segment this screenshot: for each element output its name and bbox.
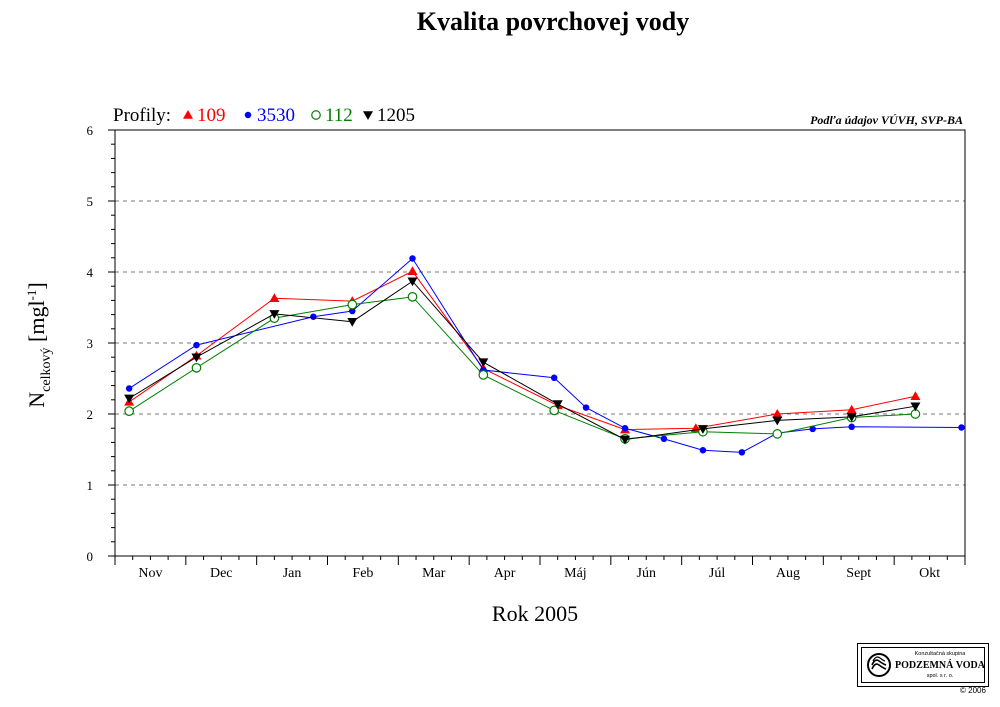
point-109-9 — [772, 409, 783, 418]
y-axis-label: Ncelkový [mgl-1] — [24, 282, 54, 407]
point-3530-11 — [738, 449, 746, 456]
logo-top-text: Konzultačná skupina — [914, 651, 966, 657]
y-axis-label-unit-open: [mgl — [24, 300, 49, 347]
point-109-2 — [269, 293, 280, 303]
y-tick-label-6: 6 — [87, 123, 94, 138]
point-3530-1 — [193, 341, 200, 349]
point-1205-0 — [124, 394, 135, 404]
legend-marker-112 — [311, 110, 321, 120]
x-tick-label-0: Nov — [138, 566, 162, 581]
point-1205-7 — [620, 435, 630, 445]
point-1205-8 — [697, 425, 708, 434]
legend-label-3530: 3530 — [257, 105, 295, 126]
y-tick-label-0: 0 — [87, 549, 94, 564]
y-tick-label-4: 4 — [87, 265, 94, 280]
point-3530-4 — [409, 255, 416, 262]
y-axis-label-unit-sup: -1 — [24, 290, 39, 301]
y-axis-label-sub: celkový — [39, 348, 54, 392]
y-tick-label-2: 2 — [87, 407, 94, 422]
point-3530-10 — [699, 446, 707, 454]
point-1205-10 — [846, 413, 857, 422]
x-tick-label-9: Aug — [776, 566, 800, 581]
swirl-logo-icon — [867, 653, 891, 677]
logo-frame: Konzultačná skupina PODZEMNÁ VODA spol. … — [861, 647, 985, 683]
legend-label-1205: 1205 — [377, 105, 415, 126]
point-3530-8 — [621, 424, 629, 432]
x-tick-label-11: Okt — [919, 566, 940, 581]
source-note: Podľa údajov VÚVH, SVP-BA — [810, 113, 963, 127]
point-109-4 — [407, 266, 418, 276]
point-1205-6 — [552, 400, 563, 410]
point-3530-2 — [310, 313, 317, 320]
x-tick-label-6: Máj — [564, 566, 587, 581]
x-tick-label-1: Dec — [210, 566, 233, 581]
series-line-109 — [128, 270, 916, 431]
company-logo: Konzultačná skupina PODZEMNÁ VODA spol. … — [857, 643, 989, 687]
legend-marker-1205 — [363, 111, 373, 120]
y-axis: 0 1 2 3 4 5 6 — [87, 123, 115, 564]
logo-sub-text: spol. s r. o. — [926, 673, 954, 679]
series-line-1205 — [128, 280, 916, 441]
x-tick-label-3: Feb — [352, 566, 373, 581]
series-109 — [124, 266, 921, 434]
point-112-5 — [478, 370, 489, 380]
point-3530-15 — [958, 424, 965, 431]
chart-title: Kvalita povrchovej vody — [417, 7, 690, 36]
y-tick-label-1: 1 — [87, 478, 94, 493]
x-tick-label-10: Sept — [846, 566, 871, 581]
legend-marker-109 — [183, 110, 193, 119]
point-112-6 — [549, 405, 560, 416]
y-axis-label-main: N — [24, 392, 49, 408]
y-tick-label-3: 3 — [87, 336, 94, 351]
point-3530-3 — [349, 307, 356, 315]
point-1205-2 — [269, 310, 280, 319]
series-3530 — [125, 255, 965, 456]
legend-label-109: 109 — [197, 105, 226, 126]
point-3530-9 — [660, 435, 668, 443]
point-3530-0 — [125, 385, 133, 392]
y-tick-label-5: 5 — [87, 194, 94, 209]
legend-marker-3530 — [244, 111, 252, 119]
x-tick-label-2: Jan — [283, 566, 302, 581]
x-axis-title: Rok 2005 — [492, 601, 578, 626]
point-112-4 — [407, 292, 418, 302]
point-112-1 — [191, 363, 202, 373]
legend: Profily: 109 3530 112 1205 — [113, 105, 415, 126]
point-112-3 — [347, 299, 358, 310]
series-layer — [124, 255, 965, 456]
point-1205-9 — [772, 416, 783, 426]
series-line-3530 — [128, 257, 962, 453]
legend-prefix: Profily: — [113, 105, 171, 126]
series-112 — [124, 292, 921, 444]
point-112-9 — [772, 429, 783, 439]
series-1205 — [124, 277, 921, 445]
point-3530-14 — [848, 423, 855, 431]
copyright: © 2006 — [960, 686, 986, 695]
x-tick-label-5: Apr — [494, 566, 516, 581]
point-112-0 — [124, 406, 135, 417]
x-tick-label-8: Júl — [709, 566, 725, 581]
point-1205-4 — [407, 277, 418, 287]
gridlines — [115, 200, 965, 486]
point-109-11 — [910, 391, 921, 400]
y-axis-label-unit-close: ] — [24, 282, 49, 289]
point-3530-13 — [809, 425, 816, 433]
point-3530-7 — [582, 404, 590, 411]
point-1205-11 — [910, 402, 921, 412]
point-109-10 — [846, 404, 857, 414]
point-1205-3 — [347, 317, 358, 327]
logo-main-text: PODZEMNÁ VODA — [895, 660, 985, 671]
legend-label-112: 112 — [325, 105, 353, 126]
point-3530-6 — [550, 374, 558, 382]
x-tick-label-4: Mar — [422, 566, 446, 581]
series-line-112 — [128, 296, 916, 440]
point-1205-5 — [478, 358, 489, 368]
point-1205-1 — [191, 353, 202, 363]
x-tick-label-7: Jún — [637, 566, 656, 581]
x-axis: Nov Dec Jan Feb Mar Apr Máj Jún Júl Aug Sept Okt — [114, 556, 966, 581]
